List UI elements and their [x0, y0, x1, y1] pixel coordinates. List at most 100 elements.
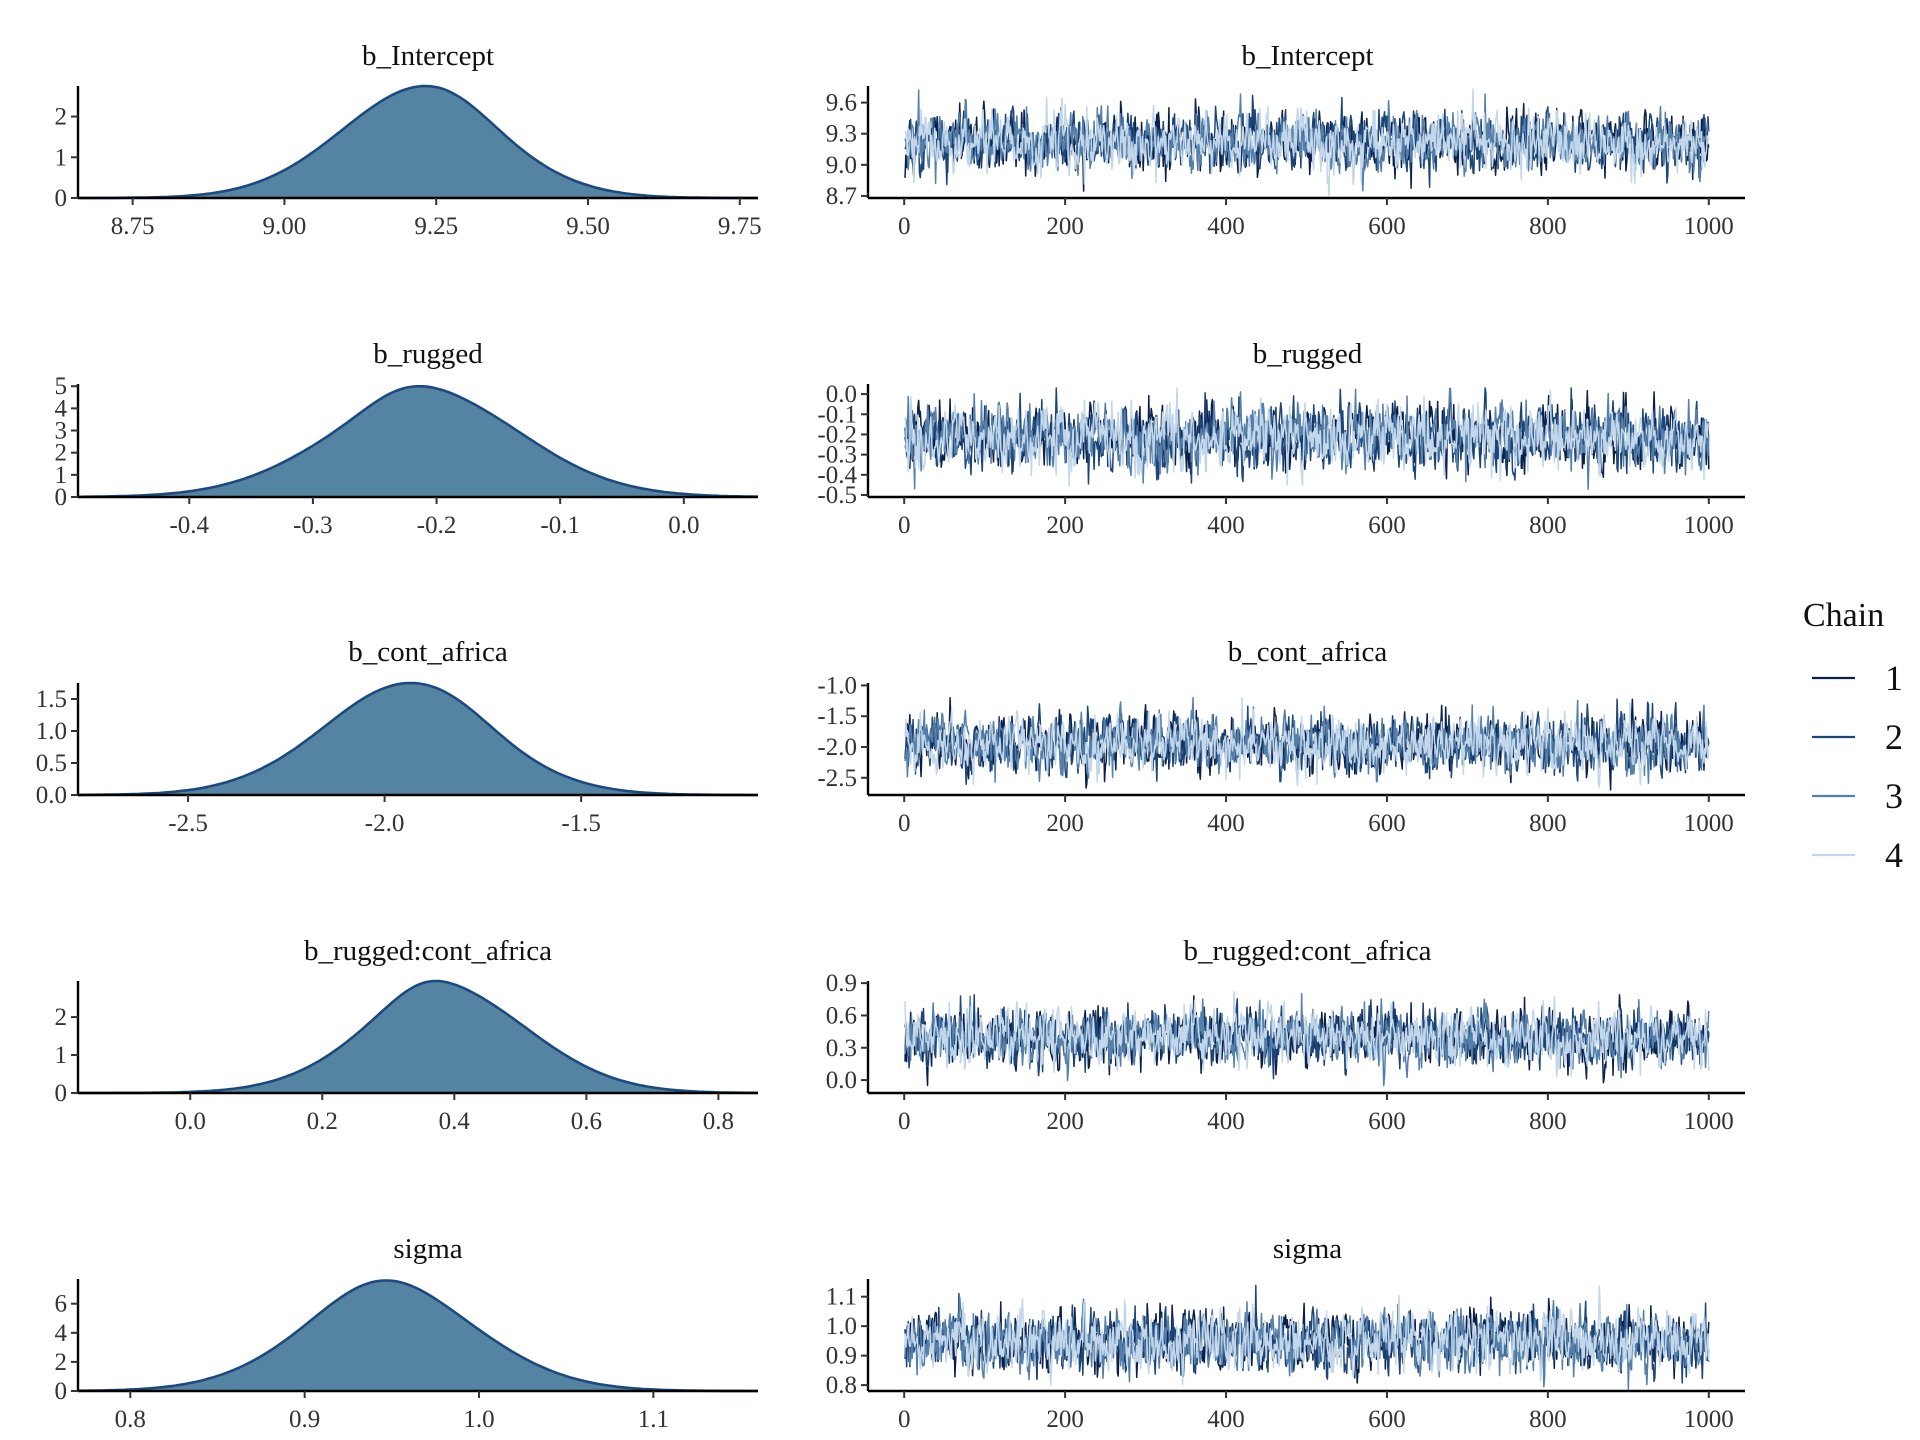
- density-y-tick-label: 5: [55, 373, 68, 400]
- density-x-tick-label: 9.50: [566, 213, 610, 240]
- trace-y-tick-label: -0.4: [817, 462, 857, 489]
- trace-x-tick-label: 200: [1046, 810, 1084, 837]
- trace-chain-4: [904, 1285, 1710, 1387]
- trace-x-tick-label: 600: [1368, 512, 1406, 539]
- density-x-tick-label: 9.75: [718, 213, 762, 240]
- density-title: b_Intercept: [362, 40, 494, 72]
- density-x-tick-label: -0.4: [169, 512, 209, 539]
- trace-x-tick-label: 0: [898, 810, 911, 837]
- trace-y-tick-label: -0.3: [817, 442, 857, 469]
- density-y-tick-label: 2: [55, 104, 68, 131]
- density-y-tick-label: 4: [55, 1320, 68, 1347]
- trace-y-tick-label: 9.0: [826, 152, 857, 179]
- density-x-tick-label: -1.5: [561, 810, 601, 837]
- trace-y-tick-label: -0.1: [817, 401, 857, 428]
- trace-chain-4: [904, 991, 1710, 1078]
- trace-x-tick-label: 0: [898, 213, 911, 240]
- trace-title: sigma: [1273, 1233, 1342, 1265]
- density-x-tick-label: 0.9: [289, 1406, 320, 1433]
- trace-x-tick-label: 1000: [1684, 213, 1734, 240]
- trace-chain-4: [904, 697, 1710, 788]
- density-area: [78, 386, 758, 497]
- density-x-tick-label: -2.0: [365, 810, 405, 837]
- trace-chain-3: [904, 992, 1710, 1087]
- trace-chain-4: [904, 88, 1710, 197]
- density-curve: [78, 84, 758, 200]
- trace-y-tick-label: -0.5: [817, 482, 857, 509]
- trace-title: b_cont_africa: [1228, 636, 1388, 668]
- trace-y-tick-label: -0.2: [817, 421, 857, 448]
- trace-y-tick-label: 0.0: [826, 1067, 857, 1094]
- legend-label-chain-1: 1: [1885, 658, 1903, 698]
- legend-label-chain-4: 4: [1885, 835, 1903, 875]
- trace-title: b_rugged: [1253, 338, 1363, 370]
- trace-x-tick-label: 400: [1207, 1108, 1245, 1135]
- trace-x-tick-label: 200: [1046, 1108, 1084, 1135]
- density-y-tick-label: 0.0: [36, 782, 67, 809]
- density-x-tick-label: 8.75: [111, 213, 155, 240]
- density-area: [78, 981, 758, 1093]
- trace-title: b_Intercept: [1241, 40, 1373, 72]
- trace-y-tick-label: 1.0: [826, 1313, 857, 1340]
- legend-title: Chain: [1803, 597, 1884, 634]
- density-x-tick-label: 0.0: [668, 512, 699, 539]
- density-y-tick-label: 4: [55, 395, 68, 422]
- trace-y-tick-label: 8.7: [826, 183, 857, 210]
- density-x-tick-label: 0.4: [439, 1108, 471, 1135]
- trace-x-tick-label: 200: [1046, 1406, 1084, 1433]
- density-y-tick-label: 2: [55, 1004, 68, 1031]
- density-area: [78, 1280, 758, 1391]
- trace-x-tick-label: 600: [1368, 1108, 1406, 1135]
- density-x-tick-label: -2.5: [168, 810, 208, 837]
- density-title: b_rugged:cont_africa: [304, 935, 552, 967]
- density-area: [78, 86, 758, 198]
- trace-x-tick-label: 600: [1368, 1406, 1406, 1433]
- density-curve: [77, 1279, 758, 1393]
- trace-x-tick-label: 800: [1529, 1406, 1567, 1433]
- legend-label-chain-2: 2: [1885, 717, 1903, 757]
- trace-panel-b-rugged-cont-africa: b_rugged:cont_africa 0.0 0.3 0.6 0.9 0 200 400 6…: [826, 935, 1745, 1135]
- trace-x-tick-label: 400: [1207, 1406, 1245, 1433]
- density-x-tick-label: 0.0: [175, 1108, 206, 1135]
- density-panel-b-rugged-cont-africa: b_rugged:cont_africa 0 1 2 0.0 0.2 0.4 0.6 0.8: [55, 935, 759, 1135]
- trace-y-tick-label: -2.5: [817, 765, 857, 792]
- density-y-tick-label: 1.0: [36, 718, 67, 745]
- legend-label-chain-3: 3: [1885, 776, 1903, 816]
- density-x-tick-label: 1.1: [638, 1406, 669, 1433]
- trace-x-tick-label: 800: [1529, 1108, 1567, 1135]
- density-y-tick-label: 0: [55, 1378, 68, 1405]
- density-title: sigma: [393, 1233, 462, 1265]
- trace-y-tick-label: 0.8: [826, 1372, 857, 1399]
- trace-y-tick-label: -1.5: [817, 703, 857, 730]
- density-y-tick-label: 6: [55, 1291, 68, 1318]
- trace-panel-b-intercept: b_Intercept 8.7 9.0 9.3 9.6 0 200 400 600 800 1000: [826, 40, 1745, 240]
- trace-y-tick-label: 1.1: [826, 1284, 857, 1311]
- density-y-tick-label: 0: [55, 1080, 68, 1107]
- trace-panel-b-rugged: b_rugged -0.5-0.4-0.3-0.2-0.10.0 0 200 400 60…: [817, 338, 1745, 539]
- density-title: b_rugged: [373, 338, 483, 370]
- trace-panel-sigma: sigma 0.80.9 1.01.1 0 200 400 600 800 1000: [826, 1233, 1745, 1433]
- trace-x-tick-label: 600: [1368, 810, 1406, 837]
- trace-x-tick-label: 600: [1368, 213, 1406, 240]
- density-panel-b-intercept: b_Intercept 0 1 2 8.75 9.00 9.25 9.50 9.75: [55, 40, 762, 240]
- trace-x-tick-label: 1000: [1684, 512, 1734, 539]
- density-y-tick-label: 0: [55, 185, 68, 212]
- trace-panel-b-cont-africa: b_cont_africa -2.5 -2.0 -1.5 -1.0 0 200 400 600 8…: [817, 636, 1745, 837]
- trace-y-tick-label: 0.9: [826, 970, 857, 997]
- density-panel-b-cont-africa: b_cont_africa 0.0 0.5 1.0 1.5 -2.5 -2.0 -1.5: [36, 636, 758, 837]
- density-x-tick-label: 0.8: [703, 1108, 734, 1135]
- density-y-tick-label: 1.5: [36, 686, 67, 713]
- density-x-tick-label: -0.1: [540, 512, 580, 539]
- trace-x-tick-label: 800: [1529, 213, 1567, 240]
- trace-x-tick-label: 0: [898, 1108, 911, 1135]
- density-y-tick-label: 2: [55, 1349, 68, 1376]
- density-x-tick-label: 9.25: [414, 213, 458, 240]
- density-x-tick-label: -0.2: [417, 512, 457, 539]
- trace-x-tick-label: 1000: [1684, 810, 1734, 837]
- trace-x-tick-label: 200: [1046, 213, 1084, 240]
- trace-y-tick-label: 0.9: [826, 1343, 857, 1370]
- trace-title: b_rugged:cont_africa: [1183, 935, 1431, 967]
- density-x-tick-label: -0.3: [293, 512, 333, 539]
